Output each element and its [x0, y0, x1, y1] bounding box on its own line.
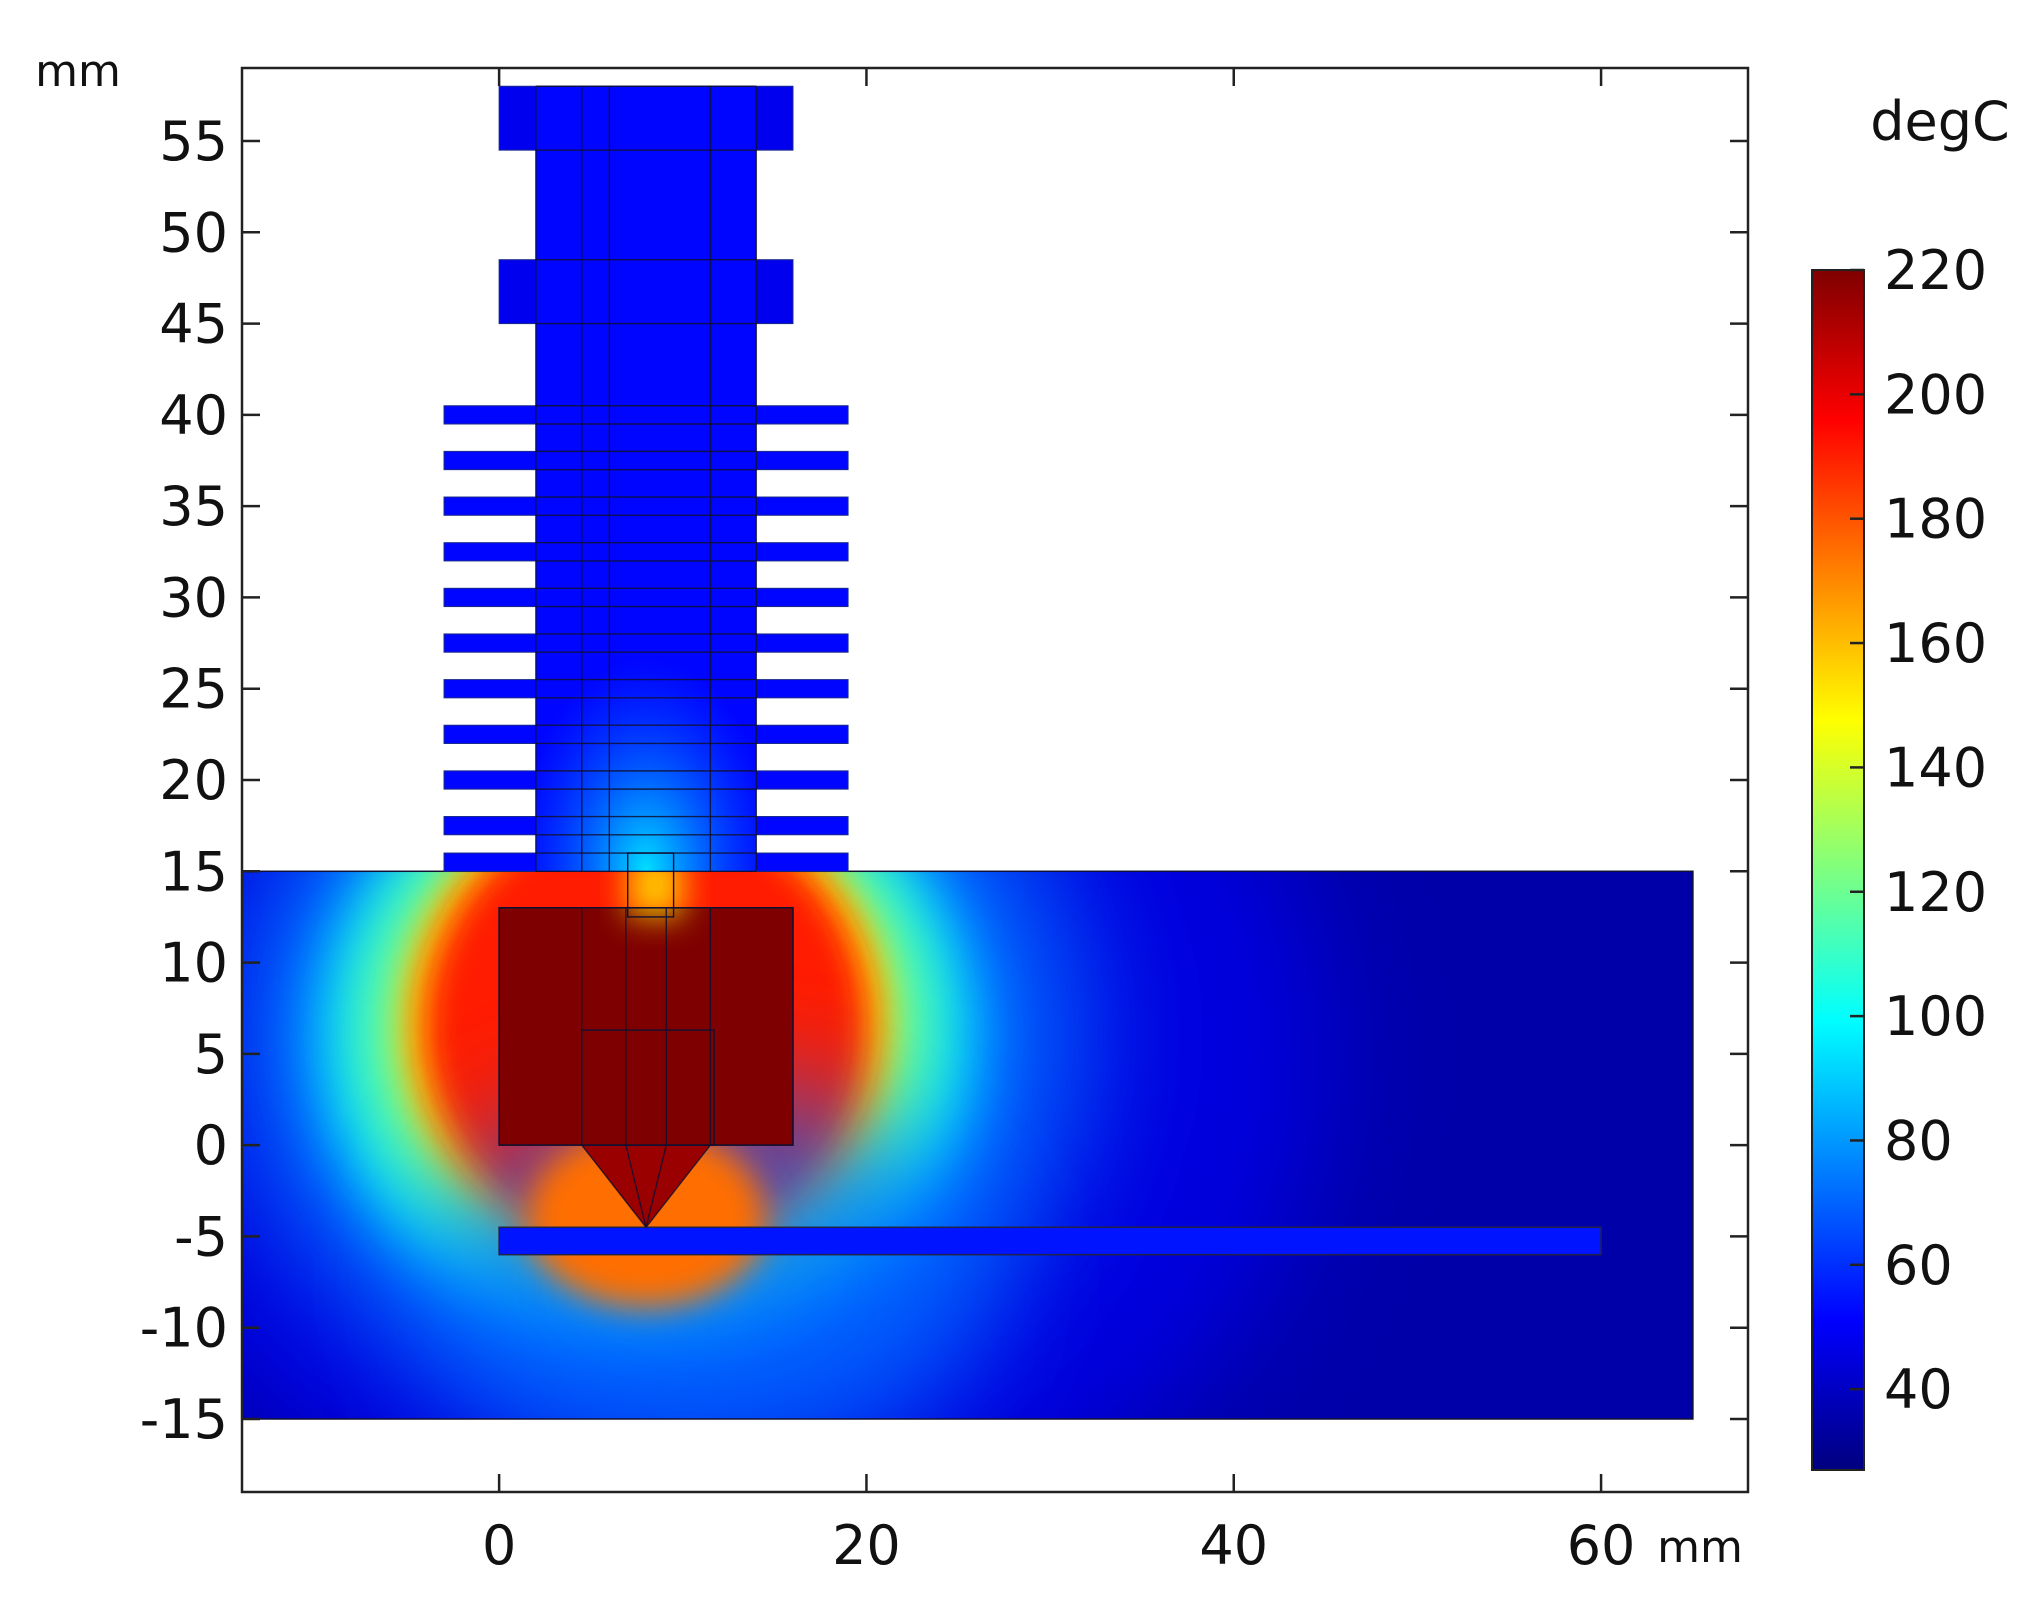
colorbar-tick-label: 120 [1884, 861, 1987, 924]
y-tick-label: 45 [159, 293, 228, 356]
ambient-box [242, 871, 1693, 1419]
colorbar-tick-label: 160 [1884, 612, 1987, 675]
y-tick-label: -5 [174, 1205, 228, 1268]
x-axis-unit: mm [1657, 1522, 1743, 1573]
y-tick-label: 30 [159, 566, 228, 629]
y-tick-label: 35 [159, 475, 228, 538]
x-tick-label: 20 [832, 1514, 901, 1577]
y-tick-label: 40 [159, 384, 228, 447]
colorbar-unit: degC [1870, 90, 2009, 153]
y-tick-label: 0 [194, 1114, 228, 1177]
colorbar-tick-label: 180 [1884, 488, 1987, 551]
colorbar: 220 200 180 160 140 120 100 80 60 40 [1811, 239, 1987, 1471]
build-plate [498, 1226, 1602, 1256]
colorbar-gradient [1811, 269, 1865, 1471]
y-tick-label: 50 [159, 201, 228, 264]
x-tick-label: 60 [1567, 1514, 1636, 1577]
x-tick-label: 0 [482, 1514, 516, 1577]
y-tick-label: 55 [159, 110, 228, 173]
colorbar-tick-label: 220 [1884, 239, 1987, 302]
colorbar-tick-label: 100 [1884, 985, 1987, 1048]
x-tick-label: 40 [1199, 1514, 1268, 1577]
y-tick-label: -15 [140, 1388, 228, 1451]
y-axis-unit: mm [35, 46, 121, 97]
colorbar-tick-label: 140 [1884, 736, 1987, 799]
colorbar-tick-label: 80 [1884, 1109, 1953, 1172]
y-tick-label: -10 [140, 1297, 228, 1360]
y-tick-label: 10 [159, 932, 228, 995]
x-axis: 0 20 40 60 [482, 68, 1635, 1577]
geometry-outlines [498, 85, 794, 1228]
y-tick-label: 5 [194, 1023, 228, 1086]
y-tick-label: 25 [159, 658, 228, 721]
colorbar-tick-label: 60 [1884, 1234, 1953, 1297]
heat-sink [443, 85, 849, 872]
nozzle [581, 1145, 711, 1228]
colorbar-tick-label: 40 [1884, 1358, 1953, 1421]
y-tick-label: 20 [159, 749, 228, 812]
temperature-field [241, 870, 1694, 1420]
colorbar-tick-label: 200 [1884, 363, 1987, 426]
heater-block [499, 907, 793, 1146]
y-tick-label: 15 [159, 840, 228, 903]
